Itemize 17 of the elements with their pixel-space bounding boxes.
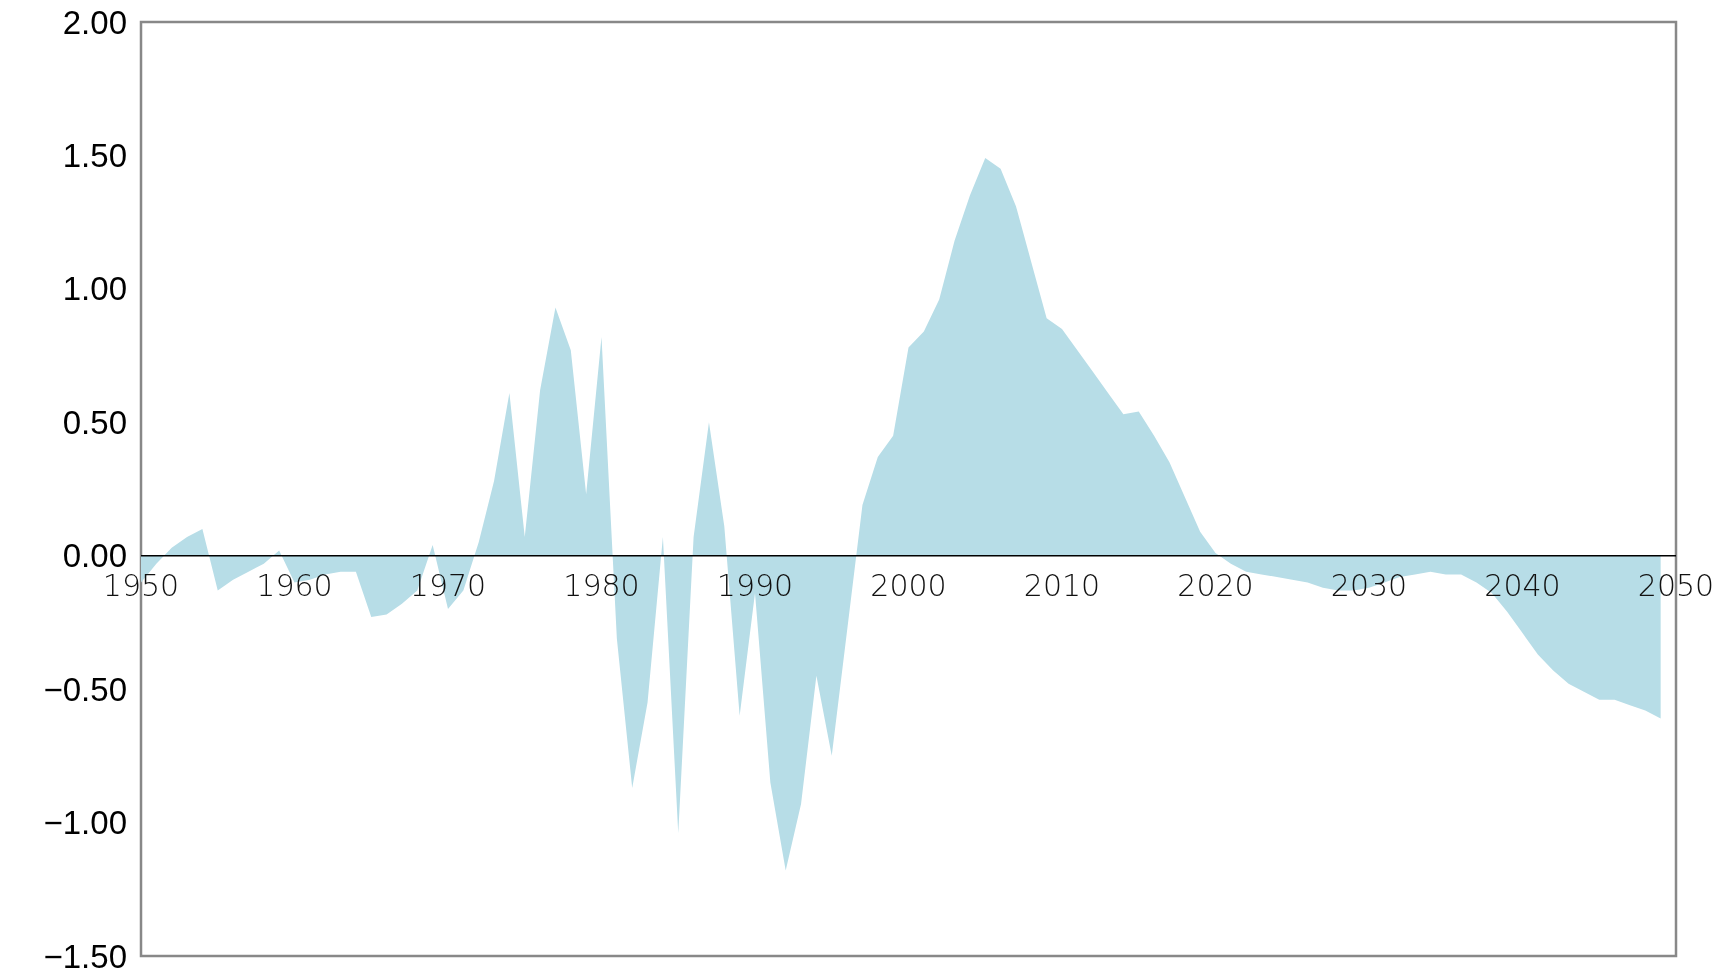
x-tick-label: 2030 <box>1330 567 1408 603</box>
x-tick-label: 2050 <box>1637 567 1715 603</box>
y-tick-label: 2.00 <box>62 3 127 41</box>
y-tick-label: 0.50 <box>62 403 127 441</box>
y-tick-label: 1.00 <box>62 270 127 308</box>
y-tick-label: −1.00 <box>43 804 127 842</box>
x-tick-label: 1990 <box>716 567 794 603</box>
x-tick-label: 2020 <box>1177 567 1254 603</box>
y-tick-label: −1.50 <box>43 937 127 975</box>
x-tick-label: 2000 <box>870 567 947 603</box>
y-tick-label: −0.50 <box>43 670 127 708</box>
x-tick-label: 1980 <box>563 567 640 603</box>
x-tick-label: 1970 <box>409 567 487 603</box>
x-tick-label: 2040 <box>1484 567 1561 603</box>
y-tick-label: 1.50 <box>62 136 127 174</box>
x-tick-label: 1960 <box>256 567 333 603</box>
x-tick-label: 2010 <box>1023 567 1101 603</box>
